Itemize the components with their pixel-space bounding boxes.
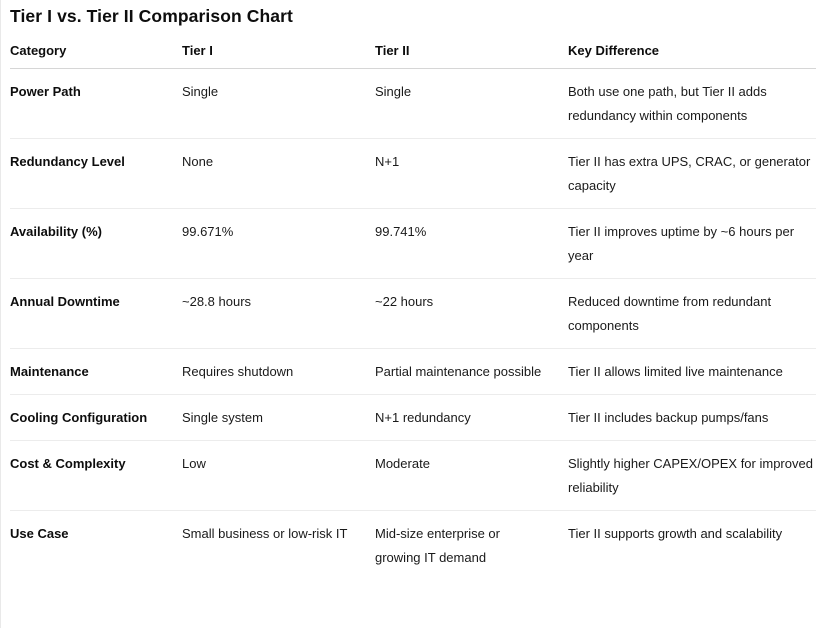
cell-key-difference: Slightly higher CAPEX/OPEX for improved … [568, 440, 816, 511]
cell-tier1: Low [182, 440, 375, 511]
cell-tier2: Moderate [375, 440, 568, 511]
cell-key-difference: Tier II allows limited live maintenance [568, 348, 816, 395]
column-header-tier1: Tier I [182, 39, 375, 69]
cell-tier2: Single [375, 68, 568, 139]
table-row: Maintenance Requires shutdown Partial ma… [10, 348, 816, 395]
cell-tier2: ~22 hours [375, 278, 568, 349]
comparison-table: Category Tier I Tier II Key Difference P… [10, 39, 816, 580]
table-header: Category Tier I Tier II Key Difference [10, 39, 816, 69]
cell-tier2: N+1 redundancy [375, 394, 568, 441]
cell-category: Availability (%) [10, 208, 182, 279]
cell-tier2: N+1 [375, 138, 568, 209]
table-row: Availability (%) 99.671% 99.741% Tier II… [10, 208, 816, 279]
column-header-tier2: Tier II [375, 39, 568, 69]
table-row: Cooling Configuration Single system N+1 … [10, 394, 816, 441]
cell-tier1: 99.671% [182, 208, 375, 279]
column-header-key-difference: Key Difference [568, 39, 816, 69]
cell-key-difference: Tier II includes backup pumps/fans [568, 394, 816, 441]
cell-tier1: Requires shutdown [182, 348, 375, 395]
cell-tier1: Small business or low-risk IT [182, 526, 348, 541]
table-row: Use Case Small business or low-risk IT M… [10, 511, 816, 581]
table-row: Annual Downtime ~28.8 hours ~22 hours Re… [10, 278, 816, 349]
cell-category: Cooling Configuration [10, 394, 182, 441]
cell-tier1: Single system [182, 394, 375, 441]
cell-key-difference: Reduced downtime from redundant componen… [568, 278, 816, 349]
cell-category: Maintenance [10, 348, 182, 395]
cell-tier1: Single [182, 68, 375, 139]
column-header-category: Category [10, 39, 182, 69]
cell-key-difference: Tier II improves uptime by ~6 hours per … [568, 208, 816, 279]
cell-tier2: 99.741% [375, 208, 568, 279]
cell-category: Power Path [10, 68, 182, 139]
cell-category: Cost & Complexity [10, 440, 182, 511]
table-row: Redundancy Level None N+1 Tier II has ex… [10, 138, 816, 209]
cell-key-difference: Tier II has extra UPS, CRAC, or generato… [568, 138, 816, 209]
cell-category: Use Case [10, 526, 69, 541]
cell-key-difference: Tier II supports growth and scalability [568, 526, 783, 541]
cell-category: Redundancy Level [10, 138, 182, 209]
table-row: Cost & Complexity Low Moderate Slightly … [10, 440, 816, 511]
cell-tier1: ~28.8 hours [182, 278, 375, 349]
table-body: Power Path Single Single Both use one pa… [10, 68, 816, 581]
cell-tier1: None [182, 138, 375, 209]
cell-key-difference: Both use one path, but Tier II adds redu… [568, 68, 816, 139]
cell-tier2: Partial maintenance possible [375, 348, 568, 395]
page-title: Tier I vs. Tier II Comparison Chart [10, 6, 293, 26]
cell-category: Annual Downtime [10, 278, 182, 349]
left-edge-divider [0, 0, 1, 628]
table-row: Power Path Single Single Both use one pa… [10, 68, 816, 139]
cell-tier2: Mid-size enterprise or growing IT demand [375, 526, 500, 565]
header-row: Category Tier I Tier II Key Difference [10, 39, 816, 69]
